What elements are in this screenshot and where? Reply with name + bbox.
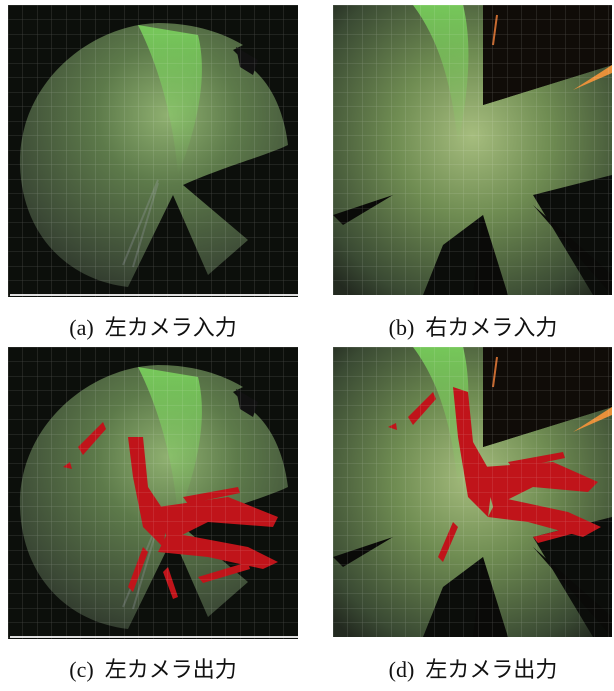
left-input-image <box>8 5 298 297</box>
caption: (b) 右カメラ入力 <box>323 310 614 342</box>
left-output-image <box>8 347 298 639</box>
figure-page: {"figure": {"panels": [ {"caption": "(a)… <box>0 0 614 691</box>
caption: (a) 左カメラ入力 <box>3 310 303 342</box>
right-input-image <box>333 5 612 295</box>
caption: (c) 左カメラ出力 <box>3 652 303 684</box>
caption: (d) 左カメラ出力 <box>323 652 614 684</box>
right-output-image <box>333 347 612 637</box>
